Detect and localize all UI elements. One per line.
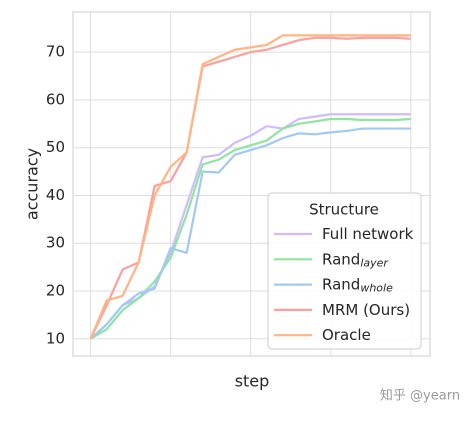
legend-label-text: Oracle — [322, 326, 371, 344]
legend-label: Oracle — [322, 326, 371, 344]
legend-label: Randwhole — [322, 275, 393, 295]
legend-title: Structure — [309, 201, 379, 219]
y-tick-label: 30 — [46, 234, 65, 252]
legend-label: Randlayer — [322, 250, 389, 270]
y-axis-label: accuracy — [23, 148, 42, 220]
y-tick-label: 40 — [46, 186, 65, 204]
legend-label-text: MRM (Ours) — [322, 300, 410, 318]
y-tick-label: 10 — [46, 329, 65, 347]
watermark: 知乎 @yearn — [380, 388, 460, 404]
series-line — [89, 113, 411, 340]
y-tick-label: 70 — [46, 43, 65, 61]
y-tick-label: 20 — [46, 282, 65, 300]
series-line — [89, 34, 411, 340]
y-tick-label: 60 — [46, 90, 65, 108]
series-line — [89, 127, 411, 340]
legend-label-subscript: layer — [360, 256, 389, 269]
legend-label-text: Full network — [322, 225, 414, 243]
y-tick-label: 50 — [46, 138, 65, 156]
legend-label-text: Rand — [322, 250, 360, 268]
legend-label-text: Rand — [322, 275, 360, 293]
legend-label: Full network — [322, 225, 414, 243]
legend-label-subscript: whole — [360, 282, 393, 295]
x-axis-label: step — [235, 372, 270, 391]
legend-label: MRM (Ours) — [322, 300, 410, 318]
legend: Structure Full networkRandlayerRandwhole… — [267, 192, 422, 350]
